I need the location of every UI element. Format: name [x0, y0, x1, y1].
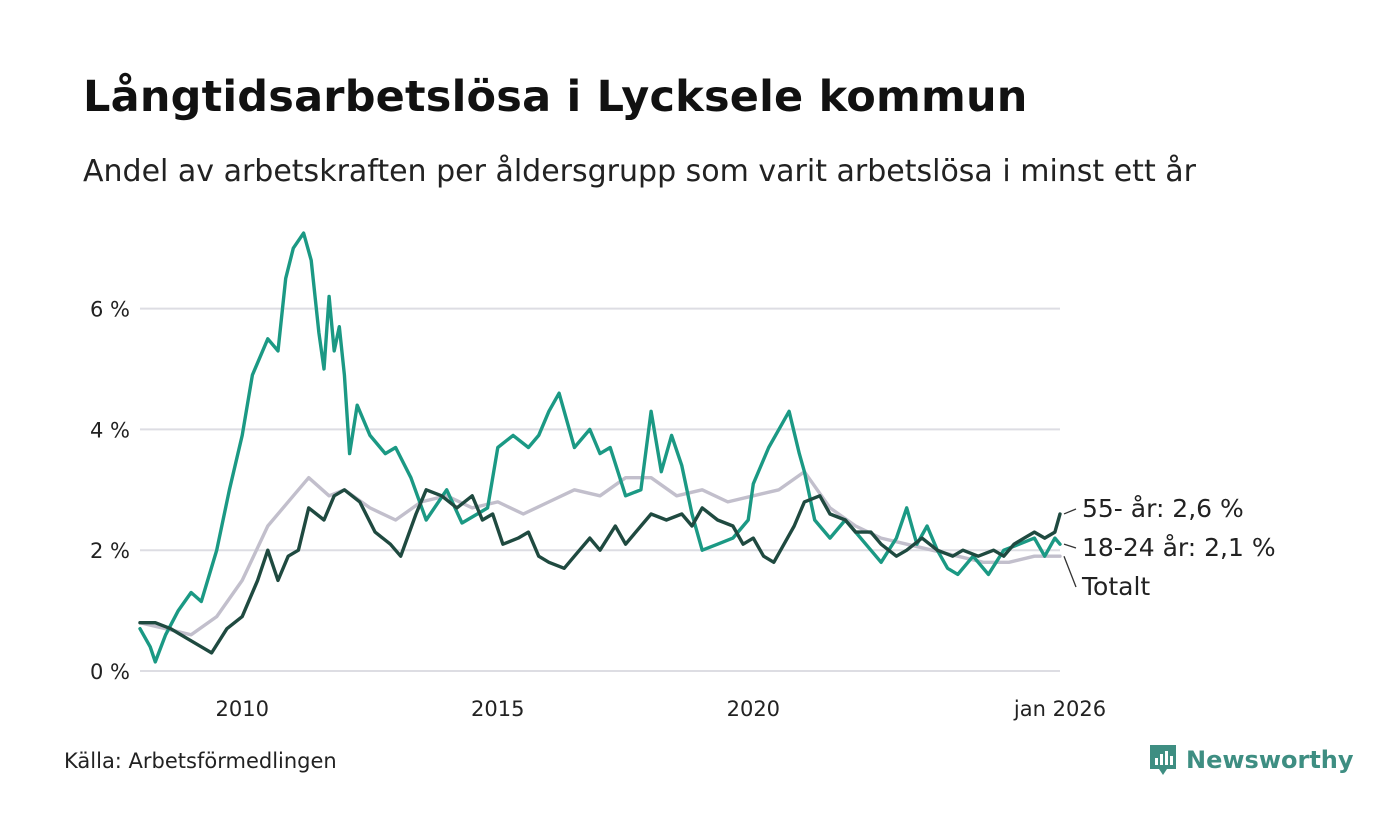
- series-line: [138, 488, 1062, 655]
- newsworthy-logo-icon: [1150, 745, 1176, 775]
- chart-title: Långtidsarbetslösa i Lycksele kommun: [83, 72, 1028, 122]
- leader-line: [1063, 508, 1077, 515]
- brand-logo: Newsworthy: [1148, 743, 1354, 777]
- y-axis: 0 % 2 % 4 % 6 %: [90, 298, 130, 684]
- end-label: Totalt: [1081, 572, 1150, 601]
- brand-name: Newsworthy: [1186, 746, 1354, 774]
- series-line: [138, 470, 1062, 637]
- y-tick-label: 0 %: [90, 660, 130, 684]
- x-tick-label: 2015: [471, 697, 524, 721]
- x-axis: 2010 2015 2020 jan 2026: [215, 697, 1106, 721]
- source-note: Källa: Arbetsförmedlingen: [64, 749, 337, 773]
- series-line: [138, 231, 1062, 664]
- leader-line: [1063, 543, 1077, 549]
- x-tick-label: 2010: [215, 697, 268, 721]
- y-tick-label: 6 %: [90, 298, 130, 322]
- grid-layer: [140, 307, 1060, 672]
- x-tick-label: 2020: [727, 697, 780, 721]
- end-label: 55- år: 2,6 %: [1082, 494, 1244, 523]
- end-label: 18-24 år: 2,1 %: [1082, 533, 1276, 562]
- end-labels: 55- år: 2,6 % 18-24 år: 2,1 % Totalt: [1063, 494, 1276, 601]
- series-layer: [138, 231, 1062, 664]
- chart-subtitle: Andel av arbetskraften per åldersgrupp s…: [83, 154, 1196, 189]
- y-tick-label: 4 %: [90, 418, 130, 442]
- leader-line: [1063, 556, 1077, 588]
- y-tick-label: 2 %: [90, 539, 130, 563]
- x-tick-label: jan 2026: [1013, 697, 1106, 721]
